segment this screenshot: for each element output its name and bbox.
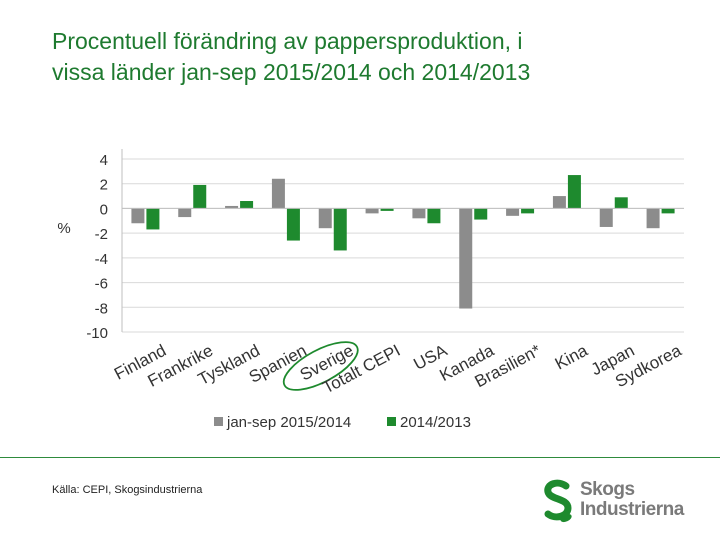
grid-lines xyxy=(122,158,684,333)
source-note: Källa: CEPI, Skogsindustrierna xyxy=(52,484,203,496)
highlight-ellipse xyxy=(282,341,359,391)
y-tick-label: -6 xyxy=(95,276,108,293)
legend-label: 2014/2013 xyxy=(400,414,471,431)
logo-line-2: Industrierna xyxy=(580,499,684,520)
legend: jan-sep 2015/2014 2014/2013 xyxy=(214,414,471,431)
y-tick-label: -4 xyxy=(95,251,108,268)
bar xyxy=(333,208,347,251)
bar xyxy=(599,208,613,227)
y-tick-label: -10 xyxy=(86,325,108,342)
legend-swatch xyxy=(214,417,223,426)
bar xyxy=(286,208,300,241)
title-line-2: vissa länder jan-sep 2015/2014 och 2014/… xyxy=(52,59,531,85)
bar xyxy=(131,208,145,224)
bar xyxy=(552,196,566,209)
bar xyxy=(193,184,207,209)
bar xyxy=(646,208,660,229)
bar xyxy=(178,208,192,218)
x-tick-label: Kina xyxy=(552,341,591,374)
y-tick-label: 4 xyxy=(100,152,108,169)
legend-label: jan-sep 2015/2014 xyxy=(226,414,351,431)
bar xyxy=(146,208,160,230)
company-logo: Skogs Industrierna xyxy=(540,478,700,526)
bar xyxy=(412,208,426,219)
bar xyxy=(506,208,520,216)
y-axis-label: % xyxy=(57,220,70,237)
bar xyxy=(240,201,254,209)
bar xyxy=(661,208,675,214)
bar xyxy=(365,208,379,214)
bar xyxy=(567,175,581,209)
bar xyxy=(318,208,332,229)
y-tick-label: 2 xyxy=(100,177,108,194)
bar xyxy=(271,178,285,209)
footer-divider xyxy=(0,457,720,458)
bar xyxy=(427,208,441,224)
logo-text: Skogs Industrierna xyxy=(580,480,684,520)
category-labels: FinlandFrankrikeTysklandSpanienSverigeTo… xyxy=(111,340,685,397)
bar xyxy=(380,208,394,211)
bar xyxy=(459,208,473,309)
bar-chart: 4 2 0 -2 -4 -6 -8 -10% FinlandFrankrikeTyskland… xyxy=(57,149,685,431)
page-title: Procentuell förändring av pappersprodukt… xyxy=(52,26,692,88)
y-tick-label: -8 xyxy=(95,300,108,317)
bar xyxy=(614,197,628,209)
legend-swatch xyxy=(387,417,396,426)
bar xyxy=(474,208,488,220)
bar xyxy=(225,205,239,209)
logo-line-1: Skogs xyxy=(580,479,635,500)
s-leaf-icon xyxy=(544,479,572,523)
bars xyxy=(131,175,675,309)
title-line-1: Procentuell förändring av pappersprodukt… xyxy=(52,28,523,54)
bar xyxy=(521,208,535,214)
y-tick-label: 0 xyxy=(100,201,108,218)
y-tick-label: -2 xyxy=(95,226,108,243)
axes: 4 2 0 -2 -4 -6 -8 -10% xyxy=(57,149,684,342)
